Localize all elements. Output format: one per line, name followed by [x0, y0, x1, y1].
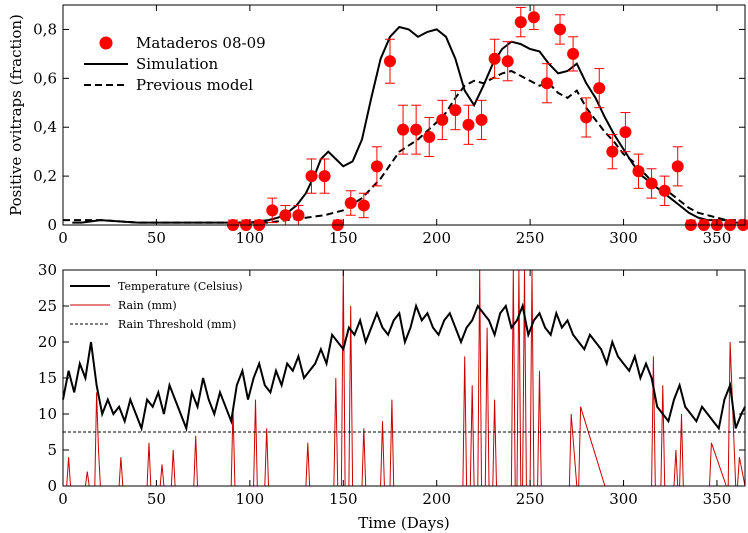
observation-point [449, 104, 462, 117]
bottom-x-ticks: 0 50 100 150 200 250 300 350 [58, 270, 731, 508]
bottom-x-tick-label: 150 [329, 490, 358, 508]
top-y-axis-label: Positive ovitraps (fraction) [7, 14, 25, 216]
observation-point [554, 23, 567, 36]
observation-point [567, 47, 580, 60]
observation-point [397, 123, 410, 136]
legend-rain-threshold-label: Rain Threshold (mm) [118, 318, 236, 331]
bottom-y-tick-label: 10 [38, 405, 57, 423]
bottom-y-ticks: 0 5 10 15 20 25 30 [38, 261, 745, 495]
bottom-y-tick-label: 15 [38, 369, 57, 387]
bottom-x-tick-label: 200 [422, 490, 451, 508]
bottom-legend: Temperature (Celsius) Rain (mm) Rain Thr… [70, 280, 242, 331]
observation-point [266, 204, 279, 217]
legend-temperature-label: Temperature (Celsius) [118, 280, 242, 293]
top-y-tick-label: 0,2 [33, 167, 57, 185]
top-y-tick-label: 0,4 [33, 118, 57, 136]
top-y-tick-label: 0 [47, 216, 57, 234]
top-x-tick-label: 150 [329, 229, 358, 247]
bottom-y-tick-label: 0 [47, 477, 57, 495]
bottom-x-tick-label: 100 [236, 490, 265, 508]
observation-point [671, 160, 684, 173]
top-plot-frame [62, 4, 746, 226]
legend-mataderos-label: Mataderos 08-09 [136, 34, 266, 52]
top-x-tick-label: 300 [609, 229, 638, 247]
top-x-tick-label: 250 [516, 229, 545, 247]
bottom-y-tick-label: 25 [38, 297, 57, 315]
observation-point [279, 209, 292, 222]
bottom-x-tick-label: 50 [147, 490, 166, 508]
previous-model-line [63, 69, 745, 224]
top-legend: Mataderos 08-09 Simulation Previous mode… [84, 34, 266, 94]
observation-point [475, 113, 488, 126]
observation-point [658, 184, 671, 197]
temperature-line [62, 302, 746, 433]
observation-point [318, 170, 331, 183]
observation-point [540, 77, 553, 90]
legend-simulation-label: Simulation [136, 55, 219, 73]
observation-point [501, 55, 514, 68]
observation-point [488, 52, 501, 65]
observation-point [514, 16, 527, 29]
legend-previous-model-label: Previous model [136, 76, 253, 94]
top-y-ticks: 0 0,2 0,4 0,6 0,8 [33, 20, 745, 234]
observation-point [305, 170, 318, 183]
top-x-tick-label: 100 [236, 229, 265, 247]
bottom-x-tick-label: 0 [58, 490, 68, 508]
top-x-tick-label: 0 [58, 229, 68, 247]
top-x-tick-label: 200 [422, 229, 451, 247]
observation-point [645, 177, 658, 190]
bottom-y-tick-label: 20 [38, 333, 57, 351]
observation-point [344, 197, 357, 209]
bottom-y-tick-label: 5 [47, 441, 57, 459]
observation-point [619, 126, 632, 139]
legend-rain-label: Rain (mm) [118, 299, 177, 312]
observation-point [383, 55, 396, 68]
bottom-y-tick-label: 30 [38, 261, 57, 279]
observation-point [292, 209, 305, 222]
bottom-x-tick-label: 300 [609, 490, 638, 508]
observation-point [527, 11, 540, 24]
observation-point [606, 145, 619, 158]
top-x-tick-label: 50 [147, 229, 166, 247]
observation-point [357, 199, 370, 212]
observation-point [370, 160, 383, 173]
bottom-x-tick-label: 250 [516, 490, 545, 508]
top-x-ticks: 0 50 100 150 200 250 300 350 [58, 5, 731, 247]
bottom-panel: 0 50 100 150 200 250 300 350 0 5 10 15 20 25 30 Time … [38, 261, 746, 532]
observation-point [423, 131, 436, 143]
observation-point [632, 165, 645, 178]
observation-point [462, 118, 475, 131]
observation-point [410, 123, 423, 136]
observation-point [436, 113, 449, 126]
top-panel: 0 50 100 150 200 250 300 350 0 0,2 0,4 0,6 0,8 Posi… [7, 4, 748, 247]
top-y-tick-label: 0,6 [33, 69, 57, 87]
legend-mataderos-marker [99, 36, 113, 50]
bottom-x-axis-label: Time (Days) [358, 514, 450, 532]
observation-point [580, 111, 593, 124]
top-y-tick-label: 0,8 [33, 20, 57, 38]
top-x-tick-label: 350 [703, 229, 732, 247]
observation-point [593, 82, 606, 95]
bottom-x-tick-label: 350 [703, 490, 732, 508]
